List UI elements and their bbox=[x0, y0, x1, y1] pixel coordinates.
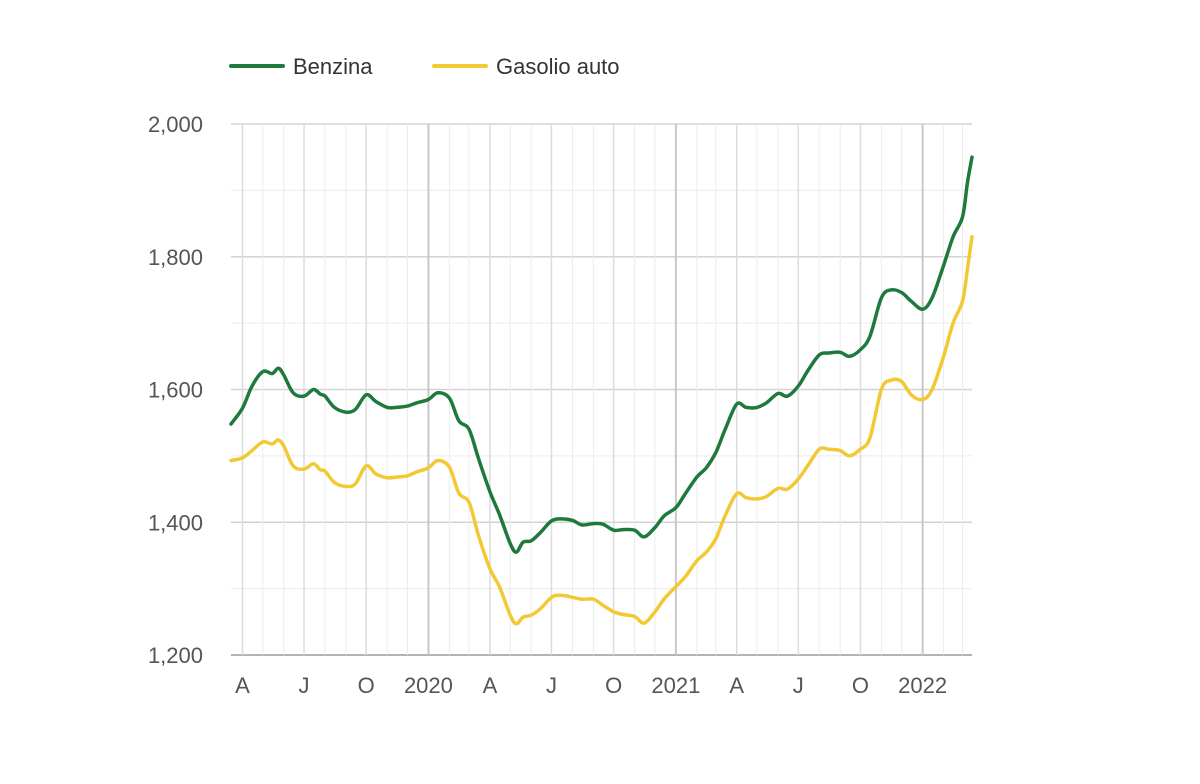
x-tick-label: 2022 bbox=[898, 673, 947, 698]
x-tick-label: J bbox=[299, 673, 310, 698]
y-tick-label: 2,000 bbox=[148, 112, 203, 137]
y-tick-label: 1,400 bbox=[148, 510, 203, 535]
x-tick-label: 2021 bbox=[651, 673, 700, 698]
legend-label: Gasolio auto bbox=[496, 54, 620, 79]
series-line-gasolio-auto bbox=[229, 235, 974, 626]
x-tick-label: J bbox=[793, 673, 804, 698]
legend-item: Gasolio auto bbox=[432, 54, 620, 79]
legend: Benzina Gasolio auto bbox=[229, 54, 620, 79]
y-tick-label: 1,800 bbox=[148, 245, 203, 270]
series-line-benzina bbox=[229, 155, 974, 554]
x-tick-label: A bbox=[729, 673, 744, 698]
legend-label: Benzina bbox=[293, 54, 373, 79]
x-tick-label: 2020 bbox=[404, 673, 453, 698]
x-tick-label: J bbox=[546, 673, 557, 698]
y-tick-label: 1,200 bbox=[148, 643, 203, 668]
series-layer bbox=[229, 155, 974, 626]
x-tick-label: O bbox=[605, 673, 622, 698]
x-tick-label: A bbox=[235, 673, 250, 698]
y-tick-label: 1,600 bbox=[148, 378, 203, 403]
x-tick-label: O bbox=[852, 673, 869, 698]
x-tick-label: A bbox=[483, 673, 498, 698]
axis-layer: 1,200 1,400 1,600 1,800 2,000 A J O 2020 A J O 2021 A… bbox=[148, 112, 947, 698]
grid-layer bbox=[231, 123, 972, 656]
legend-item: Benzina bbox=[229, 54, 373, 79]
x-tick-label: O bbox=[358, 673, 375, 698]
